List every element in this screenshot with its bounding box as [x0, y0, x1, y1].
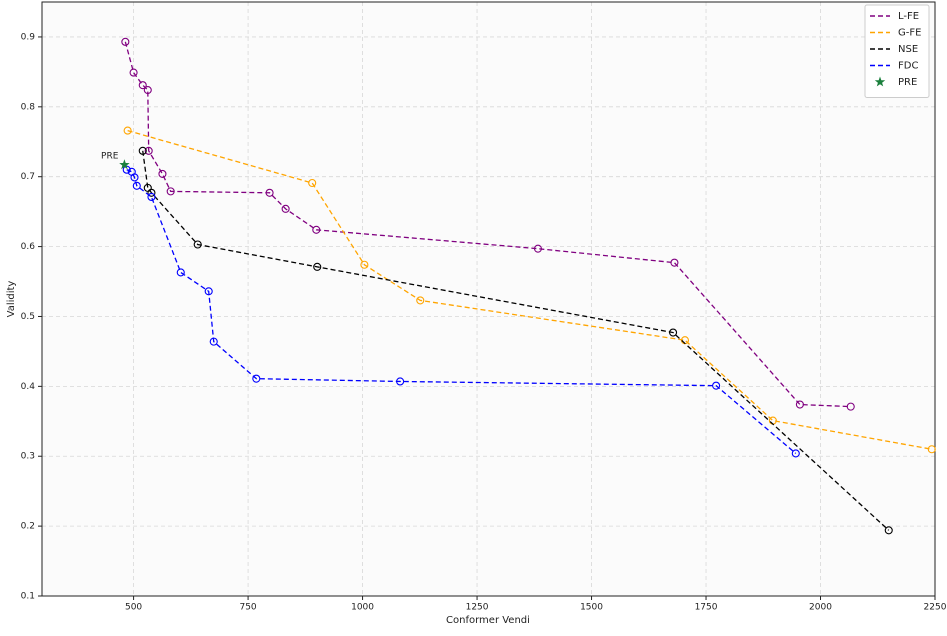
point-marker — [204, 287, 213, 296]
point-marker — [791, 449, 800, 458]
point-marker — [138, 81, 147, 90]
x-tick-label: 500 — [125, 603, 142, 613]
point-marker — [712, 381, 721, 390]
y-tick-label: 0.4 — [21, 382, 36, 392]
point-marker — [396, 377, 405, 386]
x-tick-label: 1250 — [466, 603, 489, 613]
point-marker — [129, 68, 138, 77]
x-axis-label: Conformer Vendi — [446, 615, 530, 626]
point-marker — [138, 146, 147, 155]
x-tick-label: 1500 — [580, 603, 603, 613]
y-tick-label: 0.9 — [21, 32, 36, 42]
series-line — [142, 150, 890, 531]
point-marker — [193, 240, 202, 249]
point-marker — [927, 445, 936, 454]
x-tick-label: 1000 — [351, 603, 374, 613]
point-marker — [143, 86, 152, 95]
point-marker — [795, 400, 804, 409]
point-marker — [281, 204, 290, 213]
legend-label: G-FE — [898, 28, 921, 39]
point-marker — [533, 244, 543, 253]
legend-label: PRE — [898, 77, 917, 88]
x-tick-label: 750 — [239, 603, 256, 613]
x-tick-label: 2000 — [809, 603, 832, 613]
point-marker — [166, 187, 175, 196]
point-marker — [360, 260, 369, 269]
x-tick-label: 2250 — [924, 603, 947, 613]
point-marker — [132, 181, 141, 190]
star-marker — [119, 159, 130, 170]
series-line — [124, 41, 851, 408]
point-marker — [144, 146, 153, 155]
legend-label: L-FE — [898, 11, 919, 22]
point-marker — [265, 188, 274, 197]
point-marker — [846, 402, 855, 411]
y-tick-label: 0.2 — [21, 522, 35, 532]
point-marker — [252, 374, 261, 383]
legend: L-FE G-FE NSE FDC PRE — [864, 4, 930, 98]
y-tick-label: 0.3 — [21, 452, 35, 462]
point-marker — [313, 262, 322, 271]
y-tick-label: 0.7 — [21, 172, 35, 182]
point-marker — [121, 37, 130, 46]
y-tick-label: 0.5 — [21, 312, 35, 322]
point-marker — [416, 296, 425, 305]
point-marker — [147, 192, 156, 202]
annotation: PRE — [101, 151, 119, 161]
point-marker — [158, 169, 167, 178]
x-tick-label: 1750 — [695, 603, 718, 613]
y-axis-label: Validity — [6, 281, 17, 318]
point-marker — [123, 126, 132, 135]
y-tick-label: 0.8 — [21, 102, 36, 112]
plot-frame — [41, 1, 936, 597]
series-line — [127, 129, 932, 450]
point-marker — [147, 188, 156, 197]
legend-box — [864, 4, 930, 98]
series-line — [126, 169, 797, 454]
point-marker — [670, 258, 679, 267]
point-marker — [176, 268, 185, 277]
point-marker — [312, 225, 321, 234]
legend-label: NSE — [898, 44, 918, 55]
point-marker — [884, 526, 893, 535]
y-tick-label: 0.6 — [21, 242, 36, 252]
point-marker — [308, 178, 317, 188]
y-tick-label: 0.1 — [21, 592, 35, 602]
legend-label: FDC — [898, 61, 918, 72]
point-marker — [209, 337, 218, 346]
point-marker — [130, 173, 139, 182]
legend-star — [874, 76, 886, 87]
point-marker — [669, 328, 678, 337]
